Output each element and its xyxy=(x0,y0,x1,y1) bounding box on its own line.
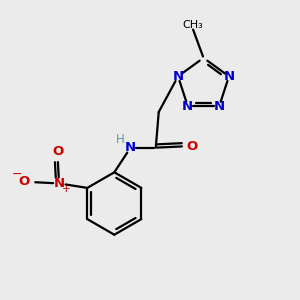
Text: O: O xyxy=(18,176,30,188)
Text: N: N xyxy=(224,70,235,83)
Text: O: O xyxy=(187,140,198,153)
Text: CH₃: CH₃ xyxy=(183,20,203,30)
Text: N: N xyxy=(214,100,225,113)
Text: +: + xyxy=(62,184,71,194)
Text: N: N xyxy=(53,177,64,190)
Text: N: N xyxy=(125,141,136,154)
Text: N: N xyxy=(182,100,193,113)
Text: O: O xyxy=(52,145,63,158)
Text: −: − xyxy=(12,168,22,181)
Text: N: N xyxy=(172,70,184,83)
Text: H: H xyxy=(116,133,124,146)
